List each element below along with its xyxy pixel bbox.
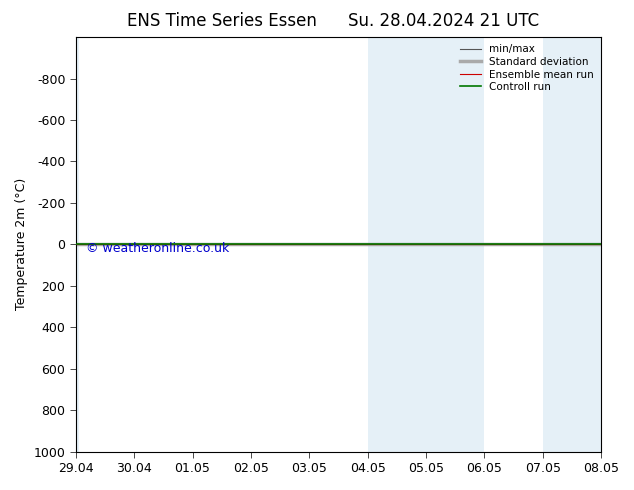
Bar xyxy=(368,37,426,452)
Bar xyxy=(73,37,79,452)
Y-axis label: Temperature 2m (°C): Temperature 2m (°C) xyxy=(15,178,28,311)
Bar xyxy=(543,37,610,452)
Text: Su. 28.04.2024 21 UTC: Su. 28.04.2024 21 UTC xyxy=(348,12,540,30)
Bar xyxy=(426,37,484,452)
Legend: min/max, Standard deviation, Ensemble mean run, Controll run: min/max, Standard deviation, Ensemble me… xyxy=(456,40,598,97)
Text: © weatheronline.co.uk: © weatheronline.co.uk xyxy=(86,242,230,255)
Text: ENS Time Series Essen: ENS Time Series Essen xyxy=(127,12,317,30)
